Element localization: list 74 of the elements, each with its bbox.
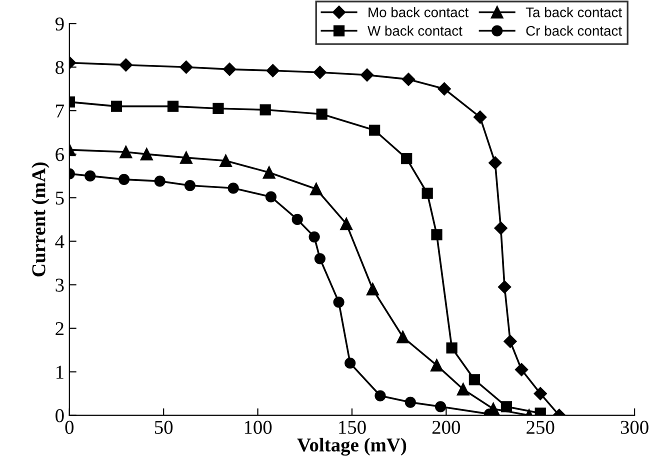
point: [228, 182, 239, 194]
point: [333, 296, 344, 308]
point: [369, 124, 380, 136]
point: [84, 170, 96, 182]
point: [313, 66, 327, 79]
point: [498, 280, 512, 294]
point: [514, 363, 528, 376]
y-axis-title: Current (mA): [32, 162, 50, 276]
point: [110, 100, 122, 112]
point: [374, 390, 386, 402]
point: [120, 146, 132, 158]
point: [314, 253, 326, 264]
y-tick-label: 5: [56, 192, 64, 205]
point: [310, 182, 322, 196]
y-tick-label: 0: [56, 409, 64, 422]
point: [265, 191, 277, 202]
y-tick-label: 6: [56, 148, 64, 162]
x-tick-label: 250: [526, 420, 554, 434]
point: [262, 166, 276, 179]
point: [316, 108, 328, 120]
point: [430, 359, 444, 372]
x-tick-label: 150: [339, 420, 366, 434]
legend-label: Mo back contact: [368, 7, 469, 18]
x-tick-label: 300: [620, 420, 648, 434]
point: [340, 218, 353, 230]
y-tick-label: 9: [55, 17, 64, 31]
point: [473, 110, 487, 124]
point: [366, 282, 379, 296]
point: [212, 102, 224, 114]
point: [344, 358, 356, 369]
point: [140, 148, 153, 160]
point: [404, 396, 416, 408]
y-tick-label: 8: [56, 60, 64, 74]
point: [220, 154, 232, 167]
point: [422, 188, 433, 199]
point: [438, 82, 451, 96]
point: [494, 222, 508, 235]
point: [180, 151, 192, 164]
point: [222, 62, 236, 76]
x-tick-label: 0: [65, 420, 74, 434]
legend-label: Cr back contact: [526, 26, 622, 36]
point: [488, 156, 502, 170]
point: [266, 64, 280, 78]
point: [119, 58, 133, 72]
y-tick-label: 4: [55, 235, 64, 248]
y-tick-label: 7: [56, 104, 64, 118]
point: [308, 231, 320, 242]
point: [292, 214, 303, 226]
point: [167, 100, 179, 112]
point: [184, 180, 196, 192]
point: [534, 387, 547, 400]
x-tick-label: 50: [155, 420, 173, 434]
y-tick-label: 1: [56, 366, 64, 379]
point: [402, 72, 416, 86]
y-tick-label: 3: [56, 278, 64, 292]
legend-label: W back contact: [368, 26, 462, 36]
legend-label: Ta back contact: [526, 7, 622, 18]
y-tick-label: 2: [56, 322, 64, 336]
point: [401, 152, 412, 164]
point: [260, 104, 271, 116]
point: [154, 176, 166, 187]
x-tick-label: 200: [432, 420, 460, 434]
point: [434, 401, 446, 412]
point: [431, 229, 442, 240]
point: [456, 382, 470, 396]
point: [504, 334, 517, 348]
point: [180, 60, 193, 74]
point: [446, 342, 458, 354]
point: [360, 68, 374, 82]
point: [118, 174, 130, 185]
point: [468, 374, 480, 386]
point: [396, 330, 410, 344]
x-axis-title: Voltage (mV): [297, 438, 406, 456]
x-tick-label: 100: [244, 420, 272, 434]
